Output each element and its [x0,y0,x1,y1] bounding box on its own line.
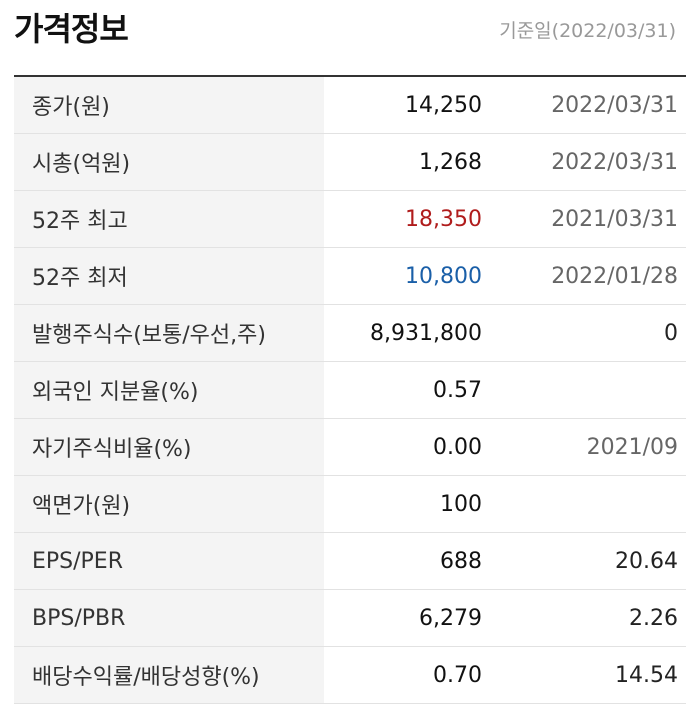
row-value: 688 [440,548,482,574]
table-row-bps-pbr: BPS/PBR 6,279 2.26 [14,590,686,647]
table-row-52w-low: 52주 최저 10,800 2022/01/28 [14,248,686,305]
row-value: 14,250 [405,92,482,118]
row-label: 시총(억원) [14,134,324,190]
row-label: 52주 최고 [14,191,324,247]
row-value: 6,279 [419,605,482,631]
row-label: 배당수익률/배당성향(%) [14,647,324,703]
row-date: 2022/01/28 [551,263,678,289]
row-value: 1,268 [419,149,482,175]
row-value-high: 18,350 [405,206,482,232]
row-label: 자기주식비율(%) [14,419,324,475]
section-header: 가격정보 기준일(2022/03/31) [0,0,700,75]
row-label: 외국인 지분율(%) [14,362,324,418]
table-row-52w-high: 52주 최고 18,350 2021/03/31 [14,191,686,248]
table-row-foreign-ownership: 외국인 지분율(%) 0.57 [14,362,686,419]
row-label: 액면가(원) [14,476,324,532]
section-title: 가격정보 [14,10,129,48]
table-row-eps-per: EPS/PER 688 20.64 [14,533,686,590]
row-label: 발행주식수(보통/우선,주) [14,305,324,361]
row-extra-value: 20.64 [615,548,678,574]
row-value-low: 10,800 [405,263,482,289]
row-value: 100 [440,491,482,517]
row-label: 종가(원) [14,77,324,133]
row-label: 52주 최저 [14,248,324,304]
row-label: EPS/PER [14,533,324,589]
reference-date: 기준일(2022/03/31) [499,20,676,42]
table-row-par-value: 액면가(원) 100 [14,476,686,533]
row-value: 0.00 [433,434,482,460]
row-extra-value: 0 [664,320,678,346]
table-row-dividend: 배당수익률/배당성향(%) 0.70 14.54 [14,647,686,704]
table-row-shares-outstanding: 발행주식수(보통/우선,주) 8,931,800 0 [14,305,686,362]
row-value: 0.57 [433,377,482,403]
row-date: 2022/03/31 [551,149,678,175]
row-date: 2021/03/31 [551,206,678,232]
row-extra-value: 14.54 [615,662,678,688]
row-extra-value: 2.26 [629,605,678,631]
table-row-close-price: 종가(원) 14,250 2022/03/31 [14,77,686,134]
row-label: BPS/PBR [14,590,324,646]
row-value: 0.70 [433,662,482,688]
row-date: 2022/03/31 [551,92,678,118]
table-row-treasury-stock: 자기주식비율(%) 0.00 2021/09 [14,419,686,476]
row-date: 2021/09 [586,434,678,460]
table-row-market-cap: 시총(억원) 1,268 2022/03/31 [14,134,686,191]
row-value: 8,931,800 [370,320,482,346]
price-info-table: 종가(원) 14,250 2022/03/31 시총(억원) 1,268 202… [14,75,686,704]
